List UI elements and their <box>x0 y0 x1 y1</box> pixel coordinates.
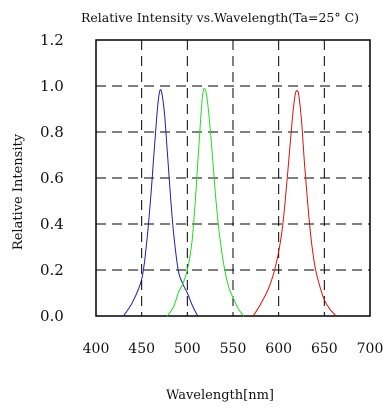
grid-lines <box>96 40 370 316</box>
series-line-2 <box>166 87 245 317</box>
y-tick-label: 0.6 <box>40 169 64 187</box>
y-tick-label: 1.2 <box>40 31 64 49</box>
x-tick-label: 500 <box>174 341 201 357</box>
y-tick-labels: 0.0 0.2 0.4 0.6 0.8 1.0 1.2 <box>40 31 64 325</box>
x-tick-label: 650 <box>311 341 338 357</box>
plot-area-frame <box>95 39 371 317</box>
x-tick-label: 600 <box>265 341 292 357</box>
y-tick-label: 0.4 <box>40 215 64 233</box>
y-tick-label: 0.0 <box>40 307 64 325</box>
series-line-3 <box>252 90 337 317</box>
series-line-1 <box>122 89 199 317</box>
series-group <box>122 87 337 317</box>
x-axis-label: Wavelength[nm] <box>166 388 274 403</box>
y-tick-label: 0.2 <box>40 261 64 279</box>
chart-title: Relative Intensity vs.Wavelength(Ta=25° … <box>81 10 359 25</box>
x-tick-label: 550 <box>220 341 247 357</box>
x-tick-label: 450 <box>128 341 155 357</box>
y-axis-label: Relative Intensity <box>11 133 26 250</box>
x-tick-label: 400 <box>83 341 110 357</box>
x-tick-labels: 400 450 500 550 600 650 700 <box>83 341 384 357</box>
y-tick-label: 1.0 <box>40 77 64 95</box>
y-tick-label: 0.8 <box>40 123 64 141</box>
x-tick-label: 700 <box>357 341 384 357</box>
